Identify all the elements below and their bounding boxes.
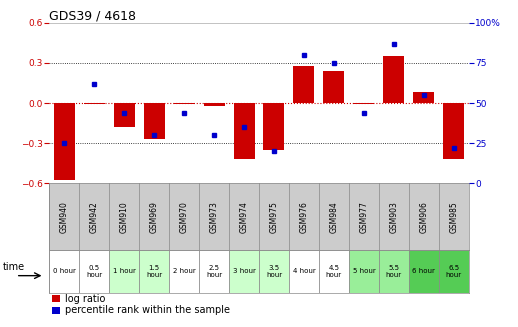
- Text: 4 hour: 4 hour: [293, 268, 315, 274]
- Text: 0 hour: 0 hour: [53, 268, 76, 274]
- Text: 1.5
hour: 1.5 hour: [146, 265, 162, 278]
- Bar: [409, 250, 439, 293]
- Text: 6.5
hour: 6.5 hour: [446, 265, 462, 278]
- Text: 2.5
hour: 2.5 hour: [206, 265, 222, 278]
- Text: GSM942: GSM942: [90, 201, 98, 232]
- Bar: [109, 250, 139, 293]
- Bar: [234, 103, 254, 159]
- Bar: [54, 103, 75, 181]
- Text: 4.5
hour: 4.5 hour: [326, 265, 342, 278]
- Bar: [379, 250, 409, 293]
- Text: 6 hour: 6 hour: [412, 268, 435, 274]
- Text: GDS39 / 4618: GDS39 / 4618: [49, 10, 136, 23]
- Bar: [264, 103, 284, 150]
- Bar: [49, 250, 79, 293]
- Bar: [289, 250, 319, 293]
- Bar: [199, 250, 229, 293]
- Text: 5 hour: 5 hour: [353, 268, 375, 274]
- Text: time: time: [3, 262, 25, 271]
- Text: 5.5
hour: 5.5 hour: [386, 265, 402, 278]
- Text: GSM903: GSM903: [390, 201, 398, 232]
- Text: GSM969: GSM969: [150, 201, 159, 232]
- Text: GSM974: GSM974: [239, 201, 249, 232]
- Text: percentile rank within the sample: percentile rank within the sample: [65, 305, 230, 315]
- Bar: [174, 103, 195, 104]
- Text: 0.5
hour: 0.5 hour: [86, 265, 102, 278]
- Text: GSM976: GSM976: [299, 201, 308, 232]
- Bar: [383, 56, 405, 103]
- Text: GSM984: GSM984: [329, 201, 338, 232]
- Text: 3 hour: 3 hour: [233, 268, 255, 274]
- Text: GSM940: GSM940: [60, 201, 69, 232]
- Text: 1 hour: 1 hour: [113, 268, 136, 274]
- Text: GSM970: GSM970: [180, 201, 189, 232]
- Bar: [323, 71, 344, 103]
- Bar: [79, 250, 109, 293]
- Text: 3.5
hour: 3.5 hour: [266, 265, 282, 278]
- Text: GSM977: GSM977: [359, 201, 368, 232]
- Text: log ratio: log ratio: [65, 294, 105, 304]
- Bar: [259, 250, 289, 293]
- Bar: [319, 250, 349, 293]
- Bar: [204, 103, 224, 106]
- Bar: [169, 250, 199, 293]
- Bar: [353, 103, 375, 104]
- Bar: [113, 103, 135, 127]
- Bar: [294, 66, 314, 103]
- Text: GSM973: GSM973: [210, 201, 219, 232]
- Text: GSM975: GSM975: [269, 201, 279, 232]
- Bar: [443, 103, 464, 159]
- Bar: [413, 92, 434, 103]
- Bar: [229, 250, 259, 293]
- Text: GSM910: GSM910: [120, 201, 128, 232]
- Text: 2 hour: 2 hour: [172, 268, 195, 274]
- Text: GSM985: GSM985: [449, 201, 458, 232]
- Bar: [349, 250, 379, 293]
- Bar: [143, 103, 165, 139]
- Bar: [439, 250, 469, 293]
- Text: GSM906: GSM906: [420, 201, 428, 232]
- Bar: [139, 250, 169, 293]
- Bar: [84, 103, 105, 104]
